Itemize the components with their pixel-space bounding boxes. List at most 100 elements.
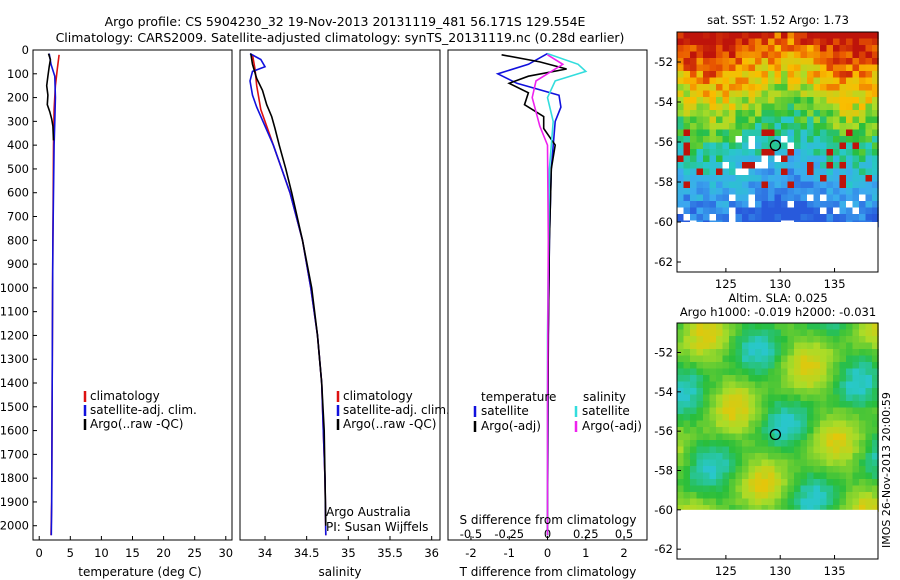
map-cell	[729, 136, 736, 143]
map-cell	[859, 116, 866, 124]
map-cell	[839, 427, 847, 434]
map-cell	[683, 355, 691, 363]
map-cell	[807, 414, 814, 421]
map-cell	[683, 420, 691, 428]
map-cell	[865, 110, 873, 117]
map-cell	[690, 498, 697, 506]
map-cell	[813, 181, 821, 189]
map-cell	[852, 505, 860, 512]
map-cell	[742, 97, 749, 104]
map-cell	[787, 142, 795, 150]
map-cell	[716, 427, 723, 434]
map-cell	[846, 168, 853, 176]
map-cell	[683, 110, 691, 117]
map-cell	[865, 142, 873, 150]
map-cell	[761, 479, 769, 486]
map-cell	[859, 38, 866, 46]
map-cell	[865, 355, 873, 363]
map-cell	[722, 407, 730, 415]
map-cell	[761, 420, 769, 428]
map-cell	[865, 375, 873, 382]
map-cell	[774, 90, 782, 98]
map-cell	[690, 401, 697, 408]
map-cell	[846, 103, 853, 111]
map-cell	[826, 349, 834, 356]
map-cell	[813, 459, 821, 467]
map-cell	[774, 394, 782, 402]
map-cell	[794, 64, 801, 72]
map-cell	[716, 136, 723, 143]
map-cell	[729, 440, 736, 447]
map-cell	[800, 479, 808, 486]
map-cell	[742, 446, 749, 454]
map-cell	[833, 207, 840, 215]
map-cell	[774, 388, 782, 395]
map-cell	[846, 38, 853, 46]
map-cell	[677, 194, 684, 202]
map-cell	[859, 149, 866, 156]
map-cell	[703, 453, 710, 460]
map-cell	[852, 64, 860, 72]
map-cell	[839, 355, 847, 363]
map-cell	[768, 123, 775, 130]
map-cell	[722, 64, 730, 72]
map-cell	[872, 155, 879, 163]
map-cell	[794, 492, 801, 499]
top-x-tick-label: 0.5	[615, 527, 633, 541]
map-cell	[742, 375, 749, 382]
map-cell	[742, 77, 749, 85]
map-cell	[833, 162, 840, 169]
map-cell	[709, 388, 717, 395]
map-cell	[690, 84, 697, 91]
map-cell	[716, 214, 723, 221]
lat-tick-label: -52	[654, 346, 673, 360]
map-cell	[787, 103, 795, 111]
map-cell	[820, 505, 827, 512]
map-cell	[865, 362, 873, 369]
map-cell	[800, 355, 808, 363]
map-cell	[703, 355, 710, 363]
map-cell	[696, 142, 704, 150]
map-cell	[677, 71, 684, 78]
map-cell	[768, 188, 775, 195]
map-cell	[872, 349, 879, 356]
map-cell	[787, 149, 795, 156]
map-cell	[781, 479, 788, 486]
map-cell	[800, 349, 808, 356]
map-cell	[722, 414, 730, 421]
map-cell	[794, 103, 801, 111]
map-cell	[716, 342, 723, 350]
map-cell	[846, 375, 853, 382]
map-cell	[826, 407, 834, 415]
map-cell	[742, 323, 749, 330]
map-cell	[703, 466, 710, 473]
legend-label: Argo(-adj)	[481, 419, 541, 433]
map-cell	[729, 142, 736, 150]
map-cell	[729, 64, 736, 72]
map-cell	[826, 45, 834, 52]
map-cell	[774, 194, 782, 202]
map-cell	[677, 103, 684, 111]
map-cell	[800, 498, 808, 506]
map-cell	[787, 77, 795, 85]
map-cell	[813, 45, 821, 52]
map-cell	[729, 336, 736, 343]
map-cell	[761, 129, 769, 137]
map-cell	[859, 129, 866, 137]
legend-label: Argo(..raw -QC)	[343, 417, 436, 431]
map-cell	[677, 394, 684, 402]
map-cell	[781, 362, 788, 369]
map-cell	[703, 446, 710, 454]
map-cell	[846, 414, 853, 421]
map-cell	[748, 162, 756, 169]
map-cell	[852, 162, 860, 169]
map-cell	[852, 446, 860, 454]
map-cell	[709, 440, 717, 447]
map-cell	[690, 362, 697, 369]
map-cell	[807, 394, 814, 402]
map-cell	[839, 116, 847, 124]
map-cell	[872, 129, 879, 137]
map-cell	[677, 32, 684, 39]
map-cell	[774, 129, 782, 137]
map-cell	[768, 420, 775, 428]
